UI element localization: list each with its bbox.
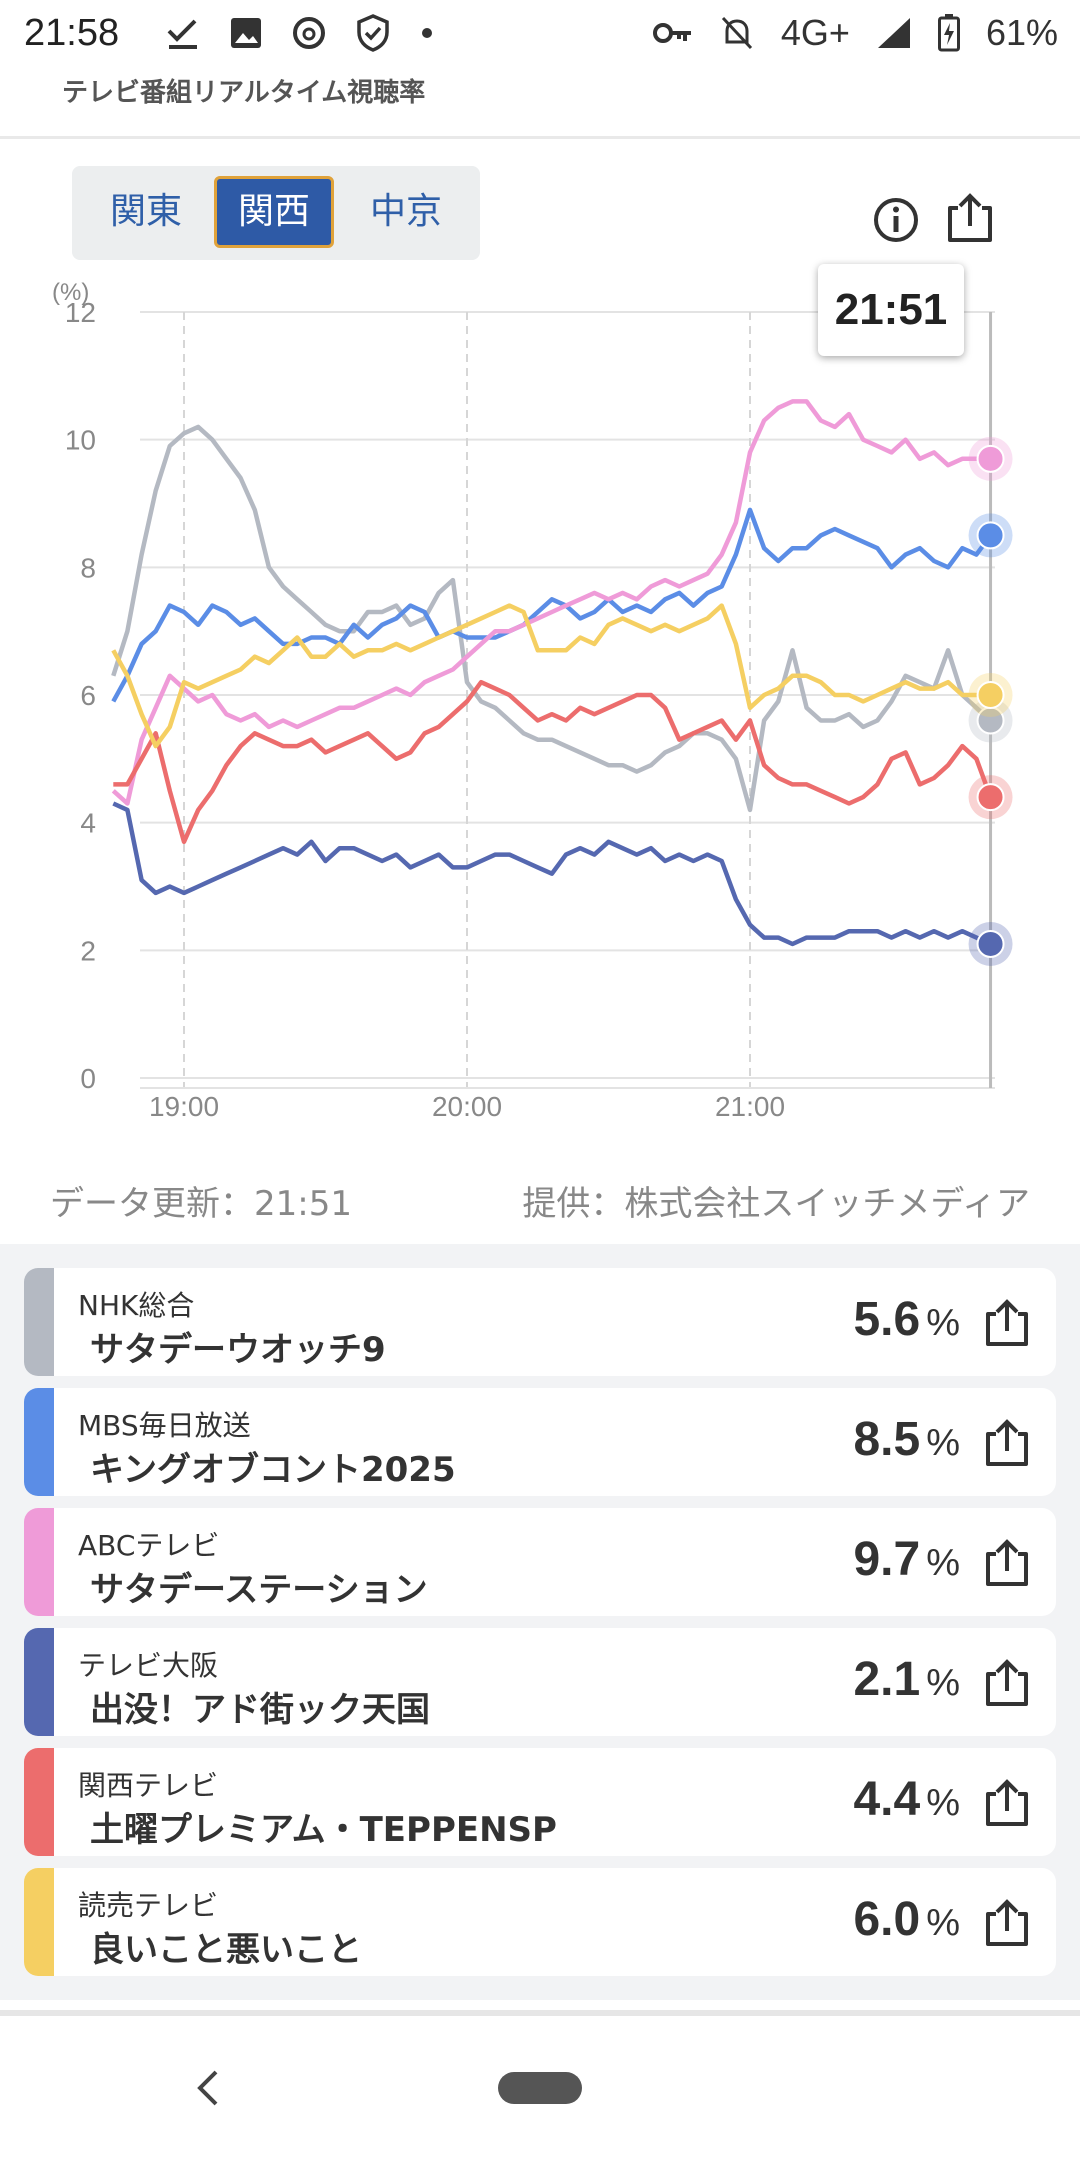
battery-level: 61% (985, 12, 1058, 53)
rating-value: 8.5% (853, 1413, 960, 1466)
share-icon[interactable] (982, 1538, 1032, 1588)
program-title: キングオブコント2025 (90, 1450, 456, 1490)
bell-off-icon (721, 16, 752, 50)
program-list: NHK総合 サタデーウオッチ9 5.6% MBS毎日放送 キングオブコント202… (0, 1244, 1080, 2000)
program-title: 出没！アド街ック天国 (90, 1690, 430, 1730)
signal-icon (877, 18, 910, 48)
program-title: サタデーウオッチ9 (90, 1330, 386, 1370)
share-icon[interactable] (982, 1298, 1032, 1348)
update-time: データ更新：21:51 (50, 1184, 352, 1224)
home-button[interactable] (498, 2072, 582, 2104)
program-card-mbs[interactable]: MBS毎日放送 キングオブコント2025 8.5% (24, 1388, 1056, 1496)
y-axis-unit: (%) (52, 279, 89, 306)
dot-icon (422, 28, 432, 38)
share-icon[interactable] (982, 1418, 1032, 1468)
image-icon (231, 18, 261, 48)
channel-color-bar (24, 1868, 54, 1976)
share-icon[interactable] (982, 1658, 1032, 1708)
x-tick-label: 21:00 (715, 1091, 785, 1122)
channel-name: 読売テレビ (78, 1889, 219, 1922)
program-title: 土曜プレミアム・TEPPENSP (90, 1810, 557, 1850)
series-line (112, 801, 992, 947)
threads-icon (293, 17, 325, 49)
back-icon[interactable] (192, 2066, 222, 2110)
series-endpoint-marker (976, 783, 1005, 812)
chart-grid (140, 311, 995, 1089)
channel-name: MBS毎日放送 (78, 1409, 251, 1442)
time-tooltip: 21:51 (818, 264, 964, 356)
program-card-ytv[interactable]: 読売テレビ 良いこと悪いこと 6.0% (24, 1868, 1056, 1976)
tab-chukyo[interactable]: 中京 (369, 191, 442, 232)
y-tick-label: 6 (80, 680, 96, 711)
program-card-ktv[interactable]: 関西テレビ 土曜プレミアム・TEPPENSP 4.4% (24, 1748, 1056, 1856)
y-tick-label: 2 (80, 935, 96, 966)
rating-value: 2.1% (853, 1653, 960, 1706)
series-line (111, 507, 993, 703)
series-endpoint-marker (976, 521, 1005, 550)
program-card-tvo[interactable]: テレビ大阪 出没！アド街ック天国 2.1% (24, 1628, 1056, 1736)
channel-name: テレビ大阪 (78, 1649, 219, 1682)
program-card-abc[interactable]: ABCテレビ サタデーステーション 9.7% (24, 1508, 1056, 1616)
key-icon (652, 23, 691, 43)
y-tick-label: 4 (80, 808, 96, 839)
tab-kanto[interactable]: 関東 (109, 191, 182, 232)
channel-color-bar (24, 1628, 54, 1736)
status-time: 21:58 (24, 12, 120, 54)
x-tick-label: 19:00 (149, 1091, 219, 1122)
program-title: 良いこと悪いこと (90, 1930, 362, 1970)
program-title: サタデーステーション (90, 1570, 428, 1610)
rating-value: 9.7% (853, 1533, 960, 1586)
channel-color-bar (24, 1268, 54, 1376)
y-tick-label: 12 (65, 297, 96, 328)
series-line (111, 603, 991, 749)
x-tick-label: 20:00 (432, 1091, 502, 1122)
divider (0, 136, 1080, 139)
app-title: テレビ番組リアルタイム視聴率 (62, 78, 426, 108)
tab-kansai[interactable]: 関西 (214, 176, 334, 248)
network-type: 4G+ (780, 12, 850, 53)
y-tick-label: 0 (80, 1063, 96, 1094)
series-line (111, 399, 991, 806)
channel-name: ABCテレビ (78, 1529, 220, 1562)
data-provider: 提供：株式会社スイッチメディア (522, 1184, 1030, 1224)
status-bar: 21:58 4G+ 61% (0, 0, 1080, 72)
share-icon[interactable] (982, 1898, 1032, 1948)
info-icon[interactable] (872, 196, 920, 244)
series-endpoint-marker (976, 444, 1005, 473)
divider (0, 2010, 1080, 2016)
channel-color-bar (24, 1388, 54, 1496)
rating-value: 5.6% (853, 1293, 960, 1346)
channel-color-bar (24, 1748, 54, 1856)
channel-color-bar (24, 1508, 54, 1616)
series-endpoint-marker (976, 929, 1005, 958)
check-download-icon (167, 19, 197, 49)
series-endpoint-marker (976, 681, 1005, 709)
series-line (113, 679, 993, 845)
y-tick-label: 8 (80, 552, 96, 583)
share-icon[interactable] (982, 1778, 1032, 1828)
rating-value: 4.4% (853, 1773, 960, 1826)
y-tick-label: 10 (65, 425, 96, 456)
region-tabs: 関東 関西 中京 (72, 166, 480, 260)
battery-charging-icon (937, 14, 960, 52)
ratings-chart: (%) 0 2 4 6 8 10 12 19:00 20:00 21:00 (52, 279, 1013, 1122)
channel-name: 関西テレビ (78, 1769, 219, 1802)
rating-value: 6.0% (853, 1893, 960, 1946)
channel-name: NHK総合 (78, 1289, 195, 1322)
shield-check-icon (357, 14, 389, 52)
series-line (111, 424, 993, 813)
share-icon[interactable] (944, 192, 996, 244)
program-card-nhk[interactable]: NHK総合 サタデーウオッチ9 5.6% (24, 1268, 1056, 1376)
